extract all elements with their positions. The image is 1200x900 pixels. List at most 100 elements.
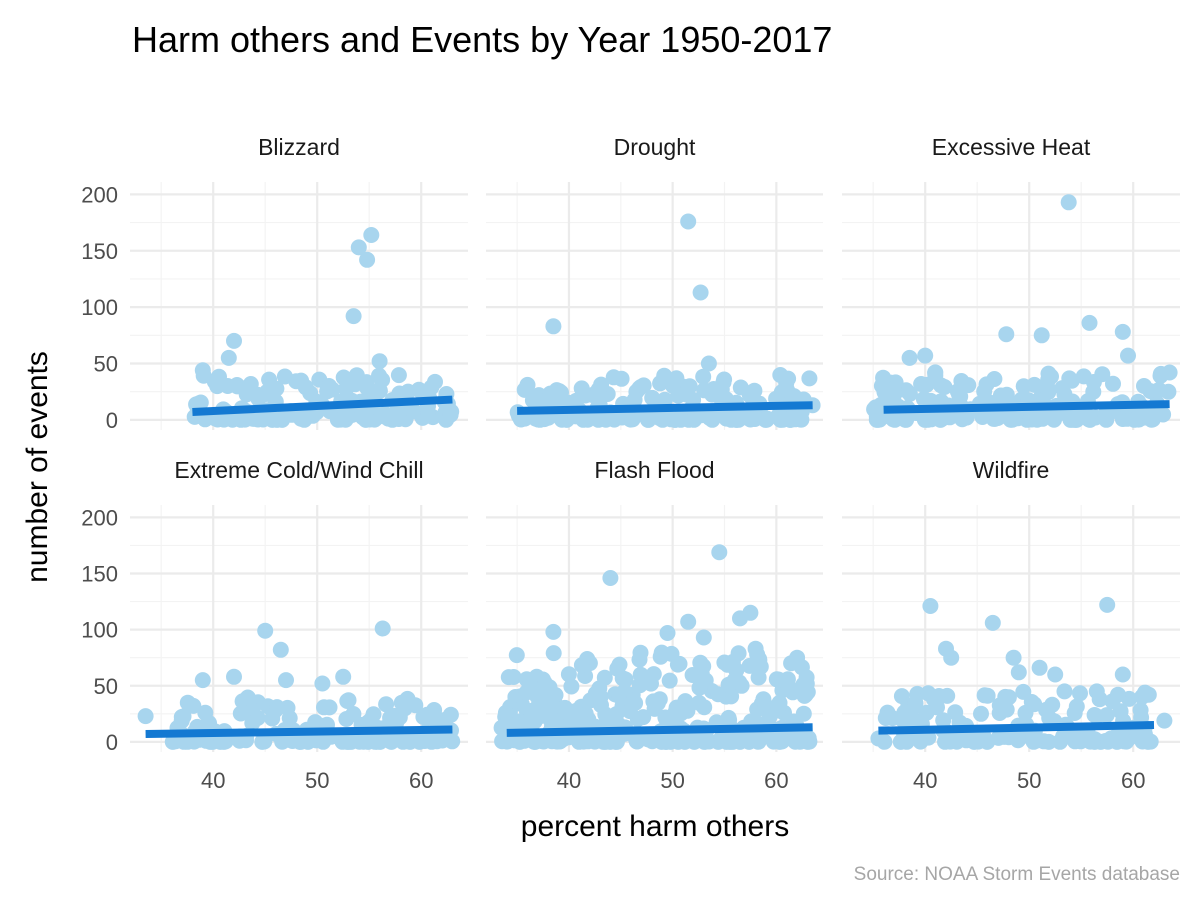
data-point bbox=[511, 733, 528, 750]
data-point bbox=[590, 381, 607, 398]
data-point bbox=[936, 379, 953, 395]
data-point bbox=[901, 385, 918, 402]
y-tick-label: 0 bbox=[106, 408, 118, 433]
facet-label: Excessive Heat bbox=[932, 134, 1091, 160]
data-point bbox=[244, 702, 261, 719]
data-point bbox=[744, 406, 761, 423]
data-point bbox=[226, 332, 242, 349]
data-point bbox=[907, 695, 924, 712]
data-point bbox=[371, 382, 388, 399]
data-point bbox=[440, 730, 457, 747]
data-point bbox=[626, 391, 643, 408]
data-point bbox=[929, 699, 945, 716]
data-point bbox=[801, 370, 818, 387]
facet-label: Drought bbox=[614, 134, 696, 160]
data-point bbox=[780, 679, 797, 695]
data-point bbox=[519, 376, 536, 393]
data-point bbox=[920, 685, 937, 702]
data-point bbox=[1026, 696, 1043, 713]
data-point bbox=[1044, 696, 1061, 713]
data-point bbox=[493, 719, 510, 736]
data-point bbox=[542, 693, 559, 710]
data-point bbox=[314, 675, 331, 692]
data-point bbox=[979, 687, 996, 704]
data-point bbox=[605, 369, 622, 386]
data-point bbox=[711, 388, 727, 405]
data-point bbox=[427, 373, 443, 390]
data-point bbox=[1161, 364, 1178, 381]
data-point bbox=[691, 694, 707, 711]
data-point bbox=[563, 678, 580, 695]
trend-line bbox=[517, 401, 813, 415]
data-point bbox=[772, 411, 789, 428]
data-point bbox=[269, 411, 286, 428]
data-point bbox=[1156, 712, 1173, 729]
data-points bbox=[870, 596, 1173, 750]
data-point bbox=[1120, 347, 1136, 364]
data-point bbox=[229, 377, 245, 393]
data-point bbox=[875, 369, 892, 386]
data-point bbox=[244, 715, 261, 732]
x-tick-label: 40 bbox=[557, 768, 581, 793]
data-point bbox=[543, 712, 560, 729]
data-point bbox=[652, 648, 669, 665]
data-point bbox=[137, 708, 154, 725]
data-point bbox=[1056, 683, 1073, 700]
data-point bbox=[1015, 683, 1032, 700]
data-point bbox=[1054, 380, 1071, 397]
data-points bbox=[866, 194, 1178, 428]
data-point bbox=[316, 699, 332, 716]
data-point bbox=[732, 379, 749, 396]
data-point bbox=[1040, 384, 1057, 401]
data-point bbox=[617, 671, 634, 688]
data-point bbox=[192, 394, 209, 411]
data-point bbox=[789, 649, 806, 666]
data-point bbox=[659, 625, 676, 641]
data-point bbox=[710, 686, 727, 703]
data-point bbox=[215, 411, 232, 428]
data-point bbox=[1114, 323, 1131, 340]
data-point bbox=[269, 699, 285, 716]
data-point bbox=[901, 349, 918, 366]
data-point bbox=[695, 368, 712, 385]
y-tick-label: 50 bbox=[94, 351, 118, 376]
data-point bbox=[1110, 686, 1126, 703]
data-point bbox=[429, 712, 446, 729]
data-point bbox=[730, 645, 747, 662]
data-point bbox=[621, 703, 638, 720]
data-point bbox=[500, 669, 517, 686]
facet-label: Extreme Cold/Wind Chill bbox=[174, 457, 423, 483]
data-point bbox=[494, 733, 511, 750]
data-point bbox=[741, 733, 758, 750]
data-point bbox=[917, 347, 934, 364]
data-point bbox=[220, 349, 237, 366]
facet-label: Blizzard bbox=[258, 134, 340, 160]
data-point bbox=[339, 732, 356, 749]
x-tick-label: 50 bbox=[660, 768, 684, 793]
data-point bbox=[596, 669, 613, 686]
data-point bbox=[442, 406, 459, 423]
data-point bbox=[711, 544, 728, 561]
data-point bbox=[752, 658, 769, 675]
data-point bbox=[991, 697, 1008, 714]
y-tick-label: 200 bbox=[81, 505, 118, 530]
data-point bbox=[1009, 728, 1026, 745]
data-point bbox=[746, 382, 763, 399]
data-point bbox=[684, 667, 701, 683]
data-point bbox=[278, 672, 294, 689]
data-point bbox=[1105, 375, 1121, 392]
data-point bbox=[720, 709, 737, 726]
data-point bbox=[575, 411, 592, 428]
data-point bbox=[522, 672, 538, 689]
data-point bbox=[947, 704, 964, 721]
data-point bbox=[665, 377, 681, 394]
data-point bbox=[179, 694, 196, 711]
data-point bbox=[1066, 705, 1083, 721]
data-point bbox=[721, 733, 738, 750]
data-point bbox=[998, 326, 1015, 343]
data-point bbox=[1136, 378, 1152, 394]
data-point bbox=[390, 408, 407, 425]
data-point bbox=[560, 666, 577, 683]
data-point bbox=[913, 376, 930, 392]
